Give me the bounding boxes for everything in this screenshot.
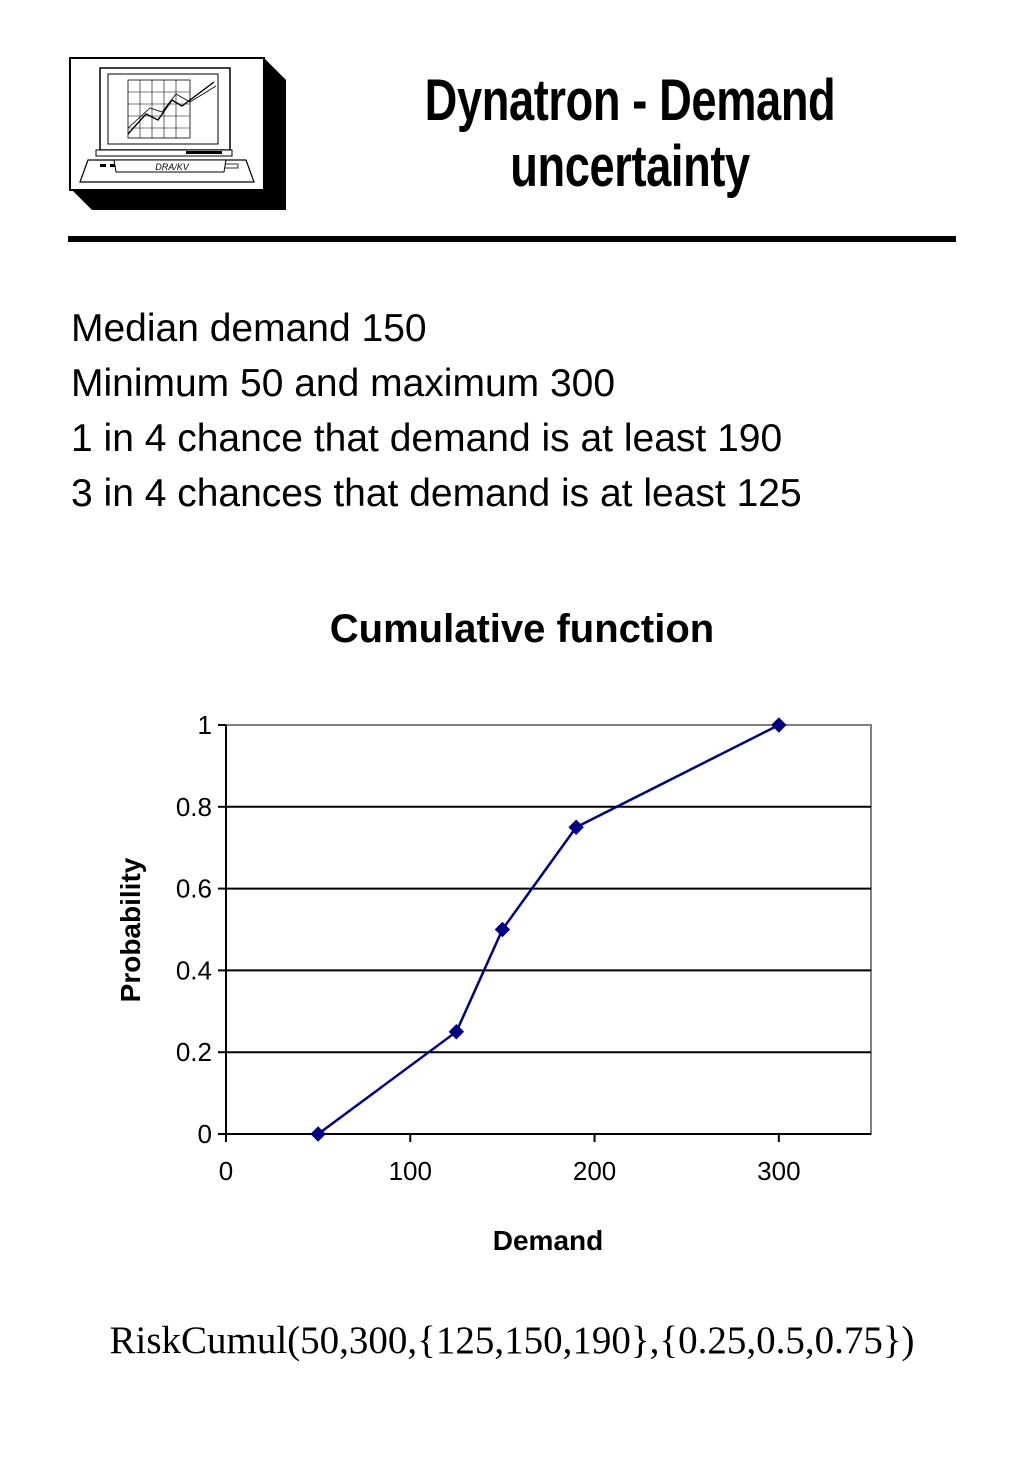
demand-facts: Median demand 150 Minimum 50 and maximum… xyxy=(71,301,802,521)
y-axis-label: Probability xyxy=(115,857,146,1002)
chart-title: Cumulative function xyxy=(330,607,714,651)
data-point xyxy=(448,1024,465,1040)
data-point xyxy=(494,921,511,938)
x-tick-label: 200 xyxy=(573,1156,616,1186)
cumulative-chart: Cumulative function 0 0.2 0.4 0.6 0.8 1 0 100 20… xyxy=(115,607,872,1256)
x-tick-label: 100 xyxy=(389,1156,432,1186)
y-tick-label: 0.6 xyxy=(176,874,212,904)
risk-formula: RiskCumul(50,300,{125,150,190},{0.25,0.5… xyxy=(109,1319,915,1362)
title-divider xyxy=(68,236,956,242)
fact-upper-quartile: 1 in 4 chance that demand is at least 19… xyxy=(71,417,783,460)
y-tick-label: 0.4 xyxy=(176,955,212,985)
x-tick-label: 300 xyxy=(757,1156,800,1186)
logo-label: DRA/KV xyxy=(155,162,190,172)
y-tick-label: 0 xyxy=(198,1119,212,1149)
y-tick-label: 1 xyxy=(198,710,212,740)
data-point xyxy=(771,717,787,733)
page-title-line-1: Dynatron - Demand xyxy=(424,68,836,133)
fact-lower-quartile: 3 in 4 chances that demand is at least 1… xyxy=(71,472,802,515)
computer-chart-logo: DRA/KV xyxy=(69,57,286,210)
data-point xyxy=(310,1126,326,1142)
y-tick-label: 0.2 xyxy=(176,1037,212,1067)
page-title: Dynatron - Demand uncertainty xyxy=(404,68,856,200)
y-tick-label: 0.8 xyxy=(176,792,212,822)
fact-median: Median demand 150 xyxy=(71,307,427,350)
x-tick-label: 0 xyxy=(219,1156,233,1186)
x-axis-label: Demand xyxy=(493,1225,603,1256)
fact-min-max: Minimum 50 and maximum 300 xyxy=(71,362,616,405)
page-title-line-2: uncertainty xyxy=(510,134,750,199)
plot-area xyxy=(225,724,872,1135)
data-point xyxy=(568,819,584,835)
